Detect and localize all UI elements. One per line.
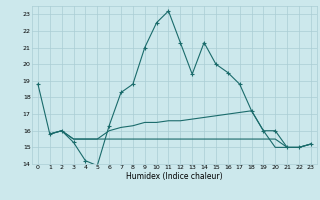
X-axis label: Humidex (Indice chaleur): Humidex (Indice chaleur) bbox=[126, 172, 223, 181]
